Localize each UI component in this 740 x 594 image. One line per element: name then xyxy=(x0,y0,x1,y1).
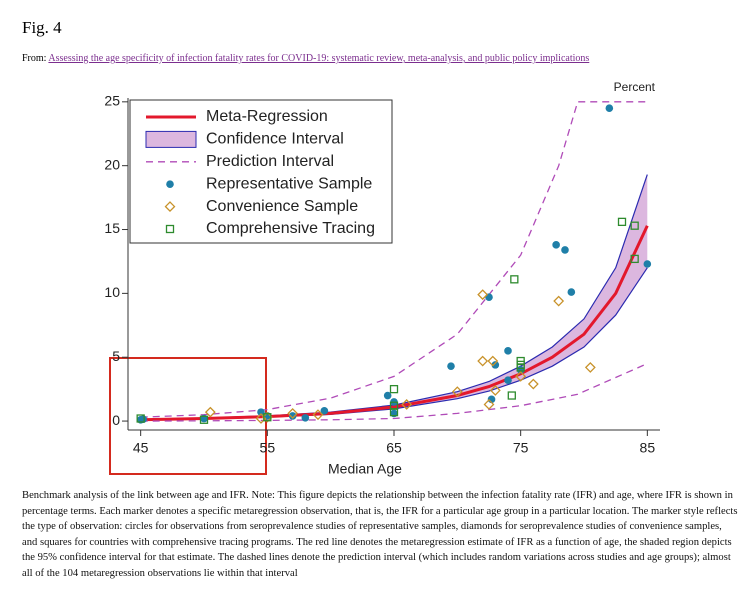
point xyxy=(483,399,495,410)
point xyxy=(320,407,329,415)
point xyxy=(136,414,145,423)
figure-title: Fig. 4 xyxy=(22,18,62,37)
legend-label: Prediction Interval xyxy=(206,153,334,170)
x-axis-label: Median Age xyxy=(328,461,402,477)
legend: Meta-Regression Confidence Interval Predic… xyxy=(129,99,393,244)
legend-symbol xyxy=(166,180,174,188)
point xyxy=(383,391,392,400)
point xyxy=(301,414,310,422)
y-tick-label: 10 xyxy=(104,284,120,300)
point xyxy=(139,415,147,423)
point xyxy=(312,409,324,421)
chart: Percent Median Age 0 5 10 15 20 25 45 55 65 75 85 M… xyxy=(104,80,660,477)
point-group xyxy=(136,217,639,424)
point xyxy=(487,355,499,367)
point xyxy=(477,289,489,301)
point xyxy=(507,391,516,400)
point xyxy=(288,412,297,420)
legend-symbol xyxy=(165,224,175,234)
point xyxy=(489,384,501,396)
point xyxy=(199,415,209,424)
point xyxy=(516,363,525,372)
from-label: From: xyxy=(22,53,47,64)
x-tick-label: 45 xyxy=(133,440,149,456)
point xyxy=(643,260,652,268)
point xyxy=(389,384,399,394)
y-unit-label: Percent xyxy=(614,80,656,94)
y-tick-label: 20 xyxy=(104,156,120,172)
point xyxy=(630,254,639,264)
regression-line xyxy=(140,225,649,422)
point xyxy=(553,295,565,307)
point xyxy=(451,386,463,398)
legend-symbol xyxy=(164,201,176,213)
legend-symbol xyxy=(145,130,197,148)
point xyxy=(287,407,299,419)
point xyxy=(630,221,639,230)
x-tick-label: 85 xyxy=(640,440,656,456)
caption: Benchmark analysis of the link between a… xyxy=(22,490,738,579)
point xyxy=(567,288,576,296)
point xyxy=(204,406,216,418)
point xyxy=(504,347,512,355)
legend-label: Convenience Sample xyxy=(206,198,358,215)
y-tick-label: 15 xyxy=(104,220,120,236)
source-line: From: Assessing the age specificity of i… xyxy=(22,53,589,64)
prediction-line xyxy=(140,101,648,418)
point xyxy=(447,362,455,370)
y-tick-label: 25 xyxy=(104,93,120,109)
point xyxy=(605,104,614,113)
point xyxy=(510,275,519,284)
x-tick-label: 55 xyxy=(260,440,276,456)
legend-label: Meta-Regression xyxy=(206,108,328,125)
point xyxy=(263,413,272,422)
legend-label: Representative Sample xyxy=(206,175,372,192)
point xyxy=(477,355,489,367)
point xyxy=(401,399,413,410)
y-tick-label: 0 xyxy=(112,412,120,428)
point xyxy=(584,362,596,373)
point xyxy=(257,408,265,416)
y-tick-label: 5 xyxy=(112,348,120,364)
point xyxy=(504,376,512,385)
source-link[interactable]: Assessing the age specificity of infecti… xyxy=(48,53,590,64)
legend-label: Confidence Interval xyxy=(206,131,344,148)
x-tick-label: 75 xyxy=(513,440,529,456)
point xyxy=(491,361,500,369)
point xyxy=(515,370,527,382)
point xyxy=(389,407,399,417)
x-tick-label: 65 xyxy=(386,440,402,456)
point xyxy=(561,246,569,254)
point xyxy=(527,378,539,390)
legend-label: Comprehensive Tracing xyxy=(206,220,375,237)
point xyxy=(617,217,627,227)
point xyxy=(552,241,560,249)
legend-box xyxy=(129,99,393,244)
